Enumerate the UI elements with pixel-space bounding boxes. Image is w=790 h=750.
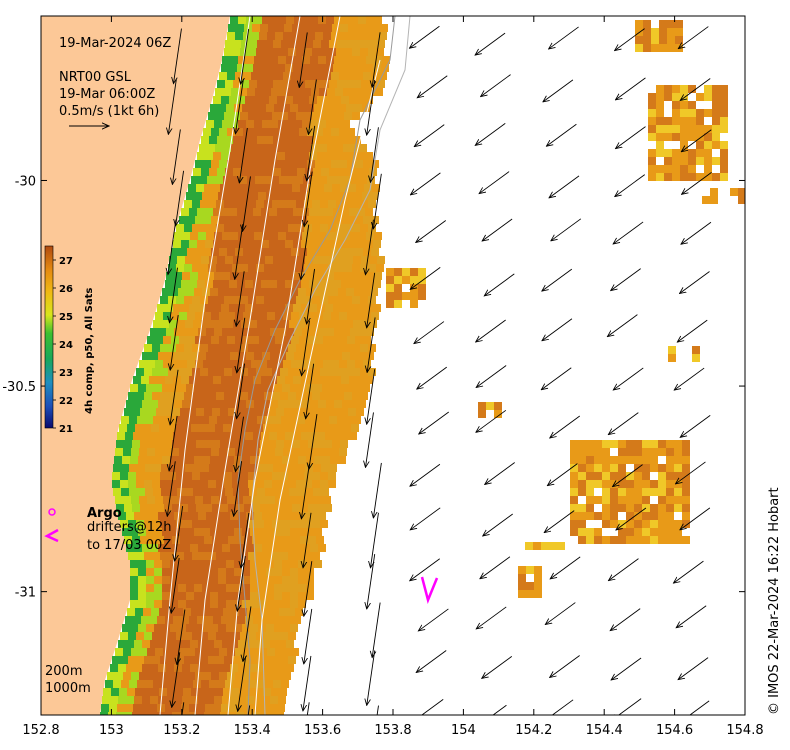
drifters-date-label: to 17/03 00Z [87,538,171,553]
drifters-label: drifters@12h [87,520,172,535]
isobath-1000m-label: 1000m [45,681,91,696]
current-vectors [167,25,712,715]
x-axis: 152.8 153 153.2 153.4 153.6 153.8 154 154.2 154.… [22,16,764,738]
x-tick-label: 153.4 [234,723,271,738]
imos-credit: © IMOS 22-Mar-2024 16:22 Hobart [767,487,782,715]
x-tick-label: 153.8 [374,723,411,738]
colorbar-tick-label: 25 [59,312,73,323]
x-tick-label: 154 [451,723,476,738]
sst-field [100,16,745,715]
drifter-track [420,576,439,604]
x-tick-label: 153 [99,723,124,738]
colorbar-tick-label: 23 [59,368,73,379]
isobath-200m-label: 200m [45,664,82,679]
map-date-label: 19-Mar-2024 06Z [59,36,171,51]
current-time-label: 19-Mar 06:00Z [59,87,155,102]
scale-label: 0.5m/s (1kt 6h) [59,104,159,119]
colorbar [44,245,54,429]
y-tick-label: -30.5 [2,380,36,395]
argo-label: Argo [87,506,122,521]
colorbar-ticks: 27 26 25 24 23 22 21 [53,256,73,435]
y-axis: -30 -30.5 -31 [2,174,745,601]
isobath-200m-line [237,16,396,715]
argo-marker-icon [48,508,56,516]
colorbar-tick-label: 22 [59,396,73,407]
colorbar-tick-label: 26 [59,284,73,295]
x-tick-label: 154.4 [586,723,623,738]
streamlines [159,16,381,715]
colorbar-tick-label: 27 [59,256,73,267]
y-tick-label: -31 [15,586,36,601]
x-tick-label: 154.2 [515,723,552,738]
x-tick-label: 154.6 [656,723,693,738]
x-tick-label: 154.8 [726,723,763,738]
colorbar-title: 4h comp, p50, All Sats [84,288,95,414]
x-tick-label: 153.6 [304,723,341,738]
drifter-legend-icon [44,528,59,543]
land-mass [41,16,230,715]
x-tick-label: 152.8 [22,723,59,738]
x-tick-label: 153.2 [163,723,200,738]
colorbar-tick-label: 24 [59,340,73,351]
colorbar-tick-label: 21 [59,424,73,435]
current-source-label: NRT00 GSL [59,70,132,85]
isobath-1000m-line [251,16,411,715]
y-tick-label: -30 [15,174,36,189]
